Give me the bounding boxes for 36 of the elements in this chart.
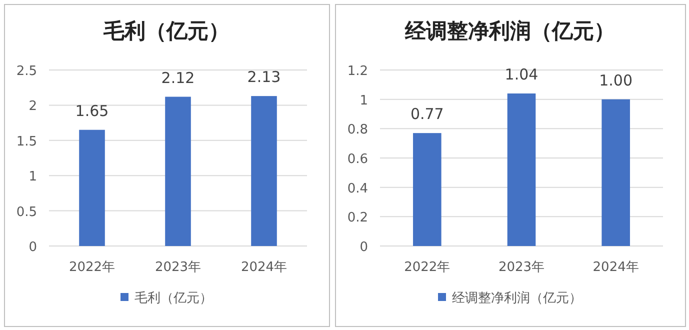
data-label: 2.12 <box>161 68 195 87</box>
x-tick-label: 2024年 <box>240 260 288 275</box>
x-tick-label: 2024年 <box>592 260 639 275</box>
y-tick-label: 0 <box>28 240 37 255</box>
y-tick-label: 0.8 <box>347 122 368 138</box>
chart-title: 经调整净利润（亿元） <box>404 19 615 43</box>
bar <box>79 130 105 246</box>
bar <box>413 133 442 246</box>
y-tick-label: 0.6 <box>347 152 368 167</box>
x-tick-label: 2023年 <box>154 260 202 275</box>
y-tick-label: 1.2 <box>347 64 368 79</box>
chart-title: 毛利（亿元） <box>102 19 230 43</box>
y-tick-label: 1.5 <box>16 134 37 150</box>
y-tick-label: 0.4 <box>347 181 368 196</box>
data-label: 0.77 <box>410 105 444 124</box>
y-tick-label: 1 <box>360 93 368 108</box>
bar <box>507 93 536 246</box>
data-label: 1.00 <box>599 71 633 90</box>
bar <box>602 99 630 246</box>
legend-label: 毛利（亿元） <box>134 291 212 306</box>
legend: 经调整净利润（亿元） <box>438 291 582 306</box>
y-tick-label: 0 <box>360 240 368 255</box>
data-label: 1.65 <box>75 102 109 120</box>
x-tick-label: 2023年 <box>498 260 545 275</box>
bar <box>251 96 277 246</box>
data-label: 1.04 <box>504 65 538 84</box>
y-tick-label: 0.2 <box>347 210 368 226</box>
bar <box>165 96 191 246</box>
x-tick-label: 2022年 <box>404 260 450 275</box>
y-tick-label: 2 <box>28 99 37 114</box>
x-tick-label: 2022年 <box>68 260 116 275</box>
y-tick-label: 0.5 <box>16 204 37 220</box>
y-tick-label: 1 <box>28 170 37 185</box>
y-tick-label: 2.5 <box>16 64 37 79</box>
legend: 毛利（亿元） <box>120 291 212 306</box>
data-label: 2.13 <box>247 68 281 86</box>
